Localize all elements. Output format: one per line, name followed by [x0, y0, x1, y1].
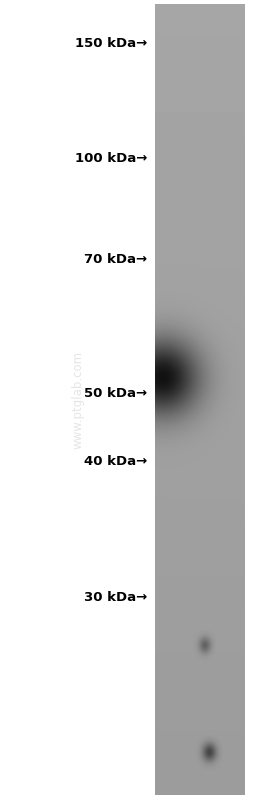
Text: 50 kDa→: 50 kDa→: [84, 387, 147, 400]
Text: 40 kDa→: 40 kDa→: [84, 455, 147, 468]
Text: www.ptglab.com: www.ptglab.com: [72, 351, 85, 448]
Text: 150 kDa→: 150 kDa→: [75, 38, 147, 50]
Text: 70 kDa→: 70 kDa→: [84, 253, 147, 266]
Text: 100 kDa→: 100 kDa→: [75, 152, 147, 165]
Text: 30 kDa→: 30 kDa→: [84, 591, 147, 604]
